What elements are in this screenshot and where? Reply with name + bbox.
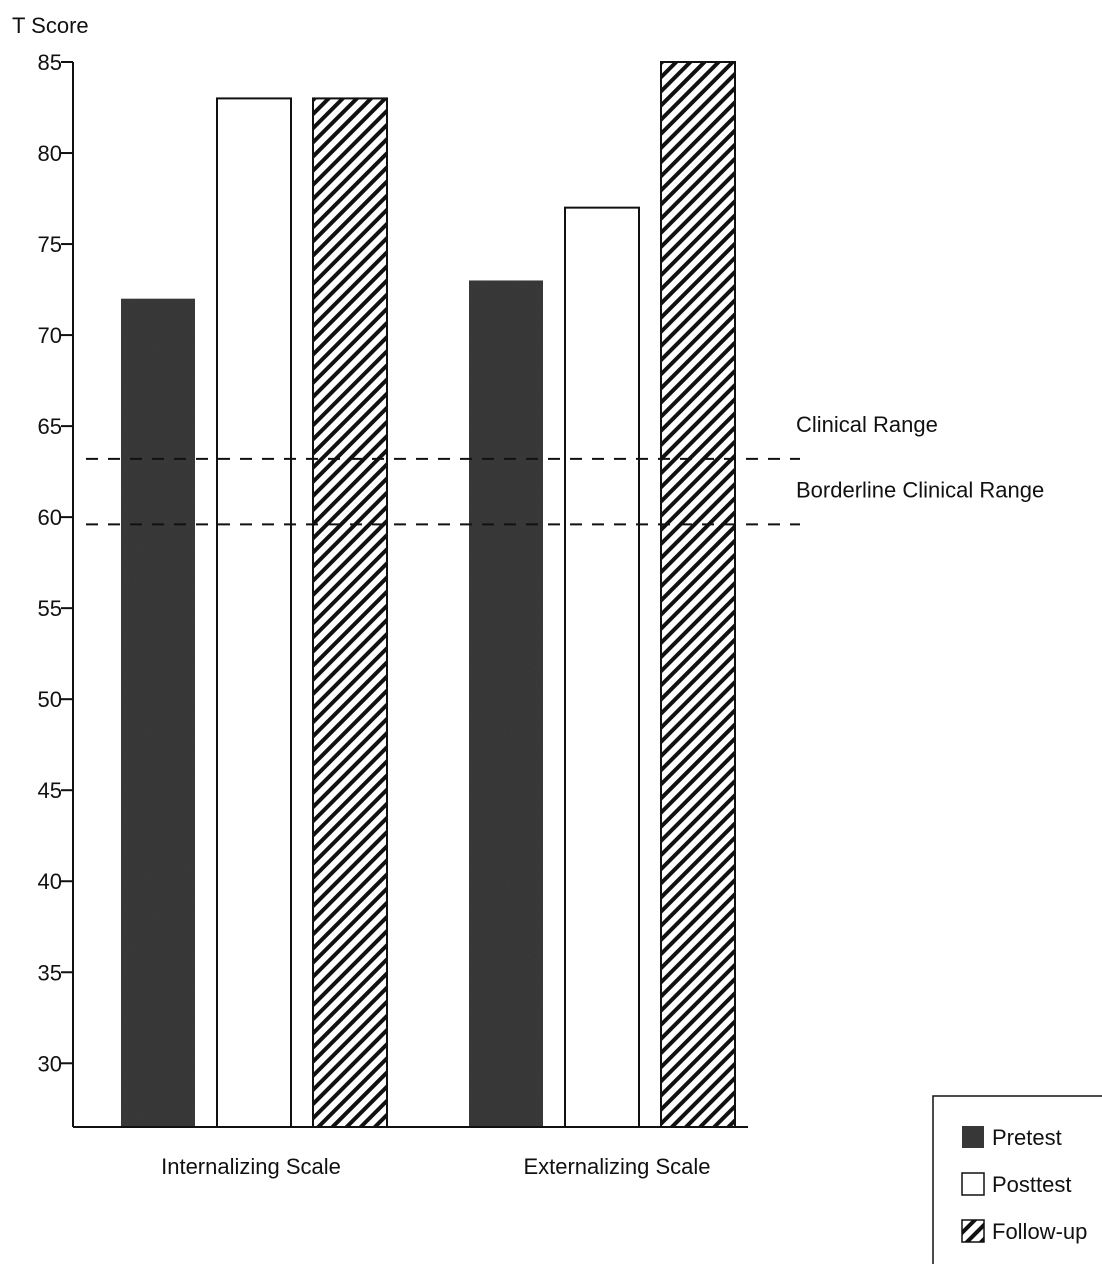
bar-posttest-1 (216, 97, 292, 1128)
legend-label: Pretest (992, 1125, 1062, 1150)
y-tick-label: 35 (38, 960, 62, 985)
reference-lines: Clinical Range Borderline Clinical Range (86, 412, 1044, 526)
legend: Pretest Posttest Follow-up (932, 1095, 1102, 1264)
bar-pretest-2 (469, 280, 543, 1127)
legend-swatch (962, 1126, 984, 1148)
y-tick-label: 75 (38, 232, 62, 257)
y-tick-label: 45 (38, 778, 62, 803)
y-axis-ticks: 30 35 40 45 50 55 60 65 70 75 80 85 (38, 50, 73, 1076)
y-tick-label: 40 (38, 869, 62, 894)
legend-swatch (961, 1172, 985, 1196)
reference-line-label: Clinical Range (796, 412, 938, 437)
legend-label: Posttest (992, 1172, 1071, 1197)
y-tick-label: 55 (38, 596, 62, 621)
x-category-label: Externalizing Scale (523, 1154, 710, 1179)
y-tick-label: 85 (38, 50, 62, 75)
legend-box (932, 1095, 1102, 1264)
y-tick-label: 65 (38, 414, 62, 439)
y-tick-label: 60 (38, 505, 62, 530)
y-tick-label: 70 (38, 323, 62, 348)
bar-posttest-2 (564, 206, 640, 1128)
category-labels: Internalizing Scale Externalizing Scale (161, 1154, 710, 1179)
bar-follow-up-1 (312, 97, 388, 1128)
bars (121, 61, 736, 1128)
y-tick-label: 30 (38, 1051, 62, 1076)
legend-swatch (961, 1219, 985, 1243)
y-axis-title: T Score (12, 13, 89, 38)
x-category-label: Internalizing Scale (161, 1154, 341, 1179)
reference-line-label: Borderline Clinical Range (796, 477, 1044, 502)
y-tick-label: 50 (38, 687, 62, 712)
legend-label: Follow-up (992, 1219, 1087, 1244)
bar-follow-up-2 (660, 61, 736, 1128)
y-tick-label: 80 (38, 141, 62, 166)
bar-pretest-1 (121, 298, 195, 1128)
